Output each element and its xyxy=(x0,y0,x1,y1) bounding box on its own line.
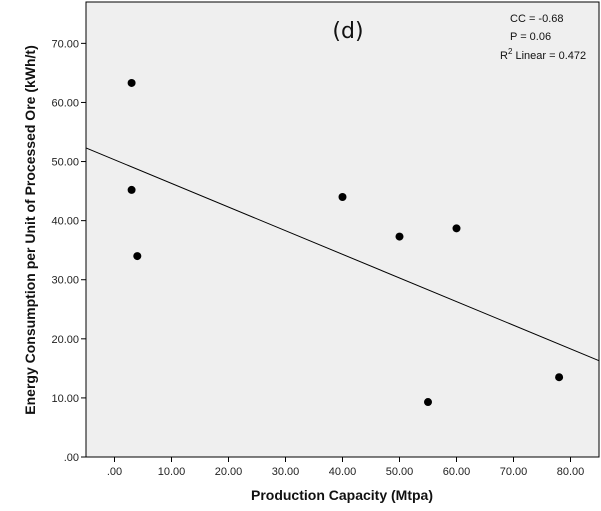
data-point xyxy=(395,232,404,241)
y-tick-label: 70.00 xyxy=(51,38,79,50)
x-tick-label: .00 xyxy=(107,466,122,478)
data-point xyxy=(452,224,461,233)
data-point xyxy=(133,252,142,261)
data-points xyxy=(127,78,564,407)
data-point xyxy=(424,398,432,407)
x-tick-label: 10.00 xyxy=(158,466,186,478)
x-tick-label: 60.00 xyxy=(443,466,471,478)
plot-area xyxy=(85,1,600,458)
y-tick-label: 30.00 xyxy=(51,275,79,287)
x-axis-title: Production Capacity (Mtpa) xyxy=(251,487,433,503)
y-axis-title: Energy Consumption per Unit of Processed… xyxy=(22,45,38,414)
y-axis-ticks: .00 10.00 20.00 30.00 40.00 50.00 60.00 70.00 xyxy=(51,38,86,464)
regression-line xyxy=(85,147,600,362)
stat-r2-superscript: 2 xyxy=(508,47,513,56)
data-point xyxy=(555,373,564,382)
stat-r2: R2 Linear = 0.472 xyxy=(500,47,586,62)
stat-r2-suffix: Linear = 0.472 xyxy=(512,50,586,62)
y-tick-label: 60.00 xyxy=(51,97,79,109)
stat-cc: CC = -0.68 xyxy=(510,13,564,25)
x-tick-label: 70.00 xyxy=(500,466,528,478)
stat-r2-prefix: R xyxy=(500,50,508,62)
x-tick-label: 40.00 xyxy=(329,466,357,478)
x-tick-label: 30.00 xyxy=(272,466,300,478)
y-tick-label: 50.00 xyxy=(51,157,79,169)
data-point xyxy=(127,78,136,87)
x-tick-label: 20.00 xyxy=(215,466,243,478)
y-tick-label: 40.00 xyxy=(51,216,79,228)
data-point xyxy=(338,193,347,201)
panel-label: (d) xyxy=(332,19,363,44)
x-tick-label: 80.00 xyxy=(557,466,585,478)
x-tick-label: 50.00 xyxy=(386,466,414,478)
y-tick-label: 20.00 xyxy=(51,334,79,346)
stat-p: P = 0.06 xyxy=(510,31,551,43)
y-tick-label: 10.00 xyxy=(51,393,79,405)
y-tick-label: .00 xyxy=(64,452,79,464)
x-axis-ticks: .00 10.00 20.00 30.00 40.00 50.00 60.00 70.00 80… xyxy=(107,457,584,478)
data-point xyxy=(127,185,136,194)
